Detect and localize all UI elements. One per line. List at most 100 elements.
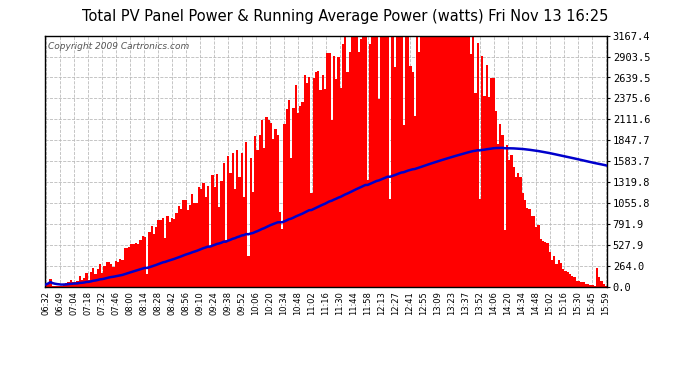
Bar <box>538 225 540 287</box>
Bar <box>95 274 97 287</box>
Bar <box>348 53 351 287</box>
Bar <box>362 36 364 287</box>
Bar <box>150 226 152 287</box>
Bar <box>86 273 88 287</box>
Bar <box>227 156 229 287</box>
Bar <box>92 267 95 287</box>
Bar <box>382 36 384 287</box>
Bar <box>555 264 558 287</box>
Bar <box>526 208 529 287</box>
Bar <box>513 167 515 287</box>
Bar <box>544 242 546 287</box>
Bar <box>427 36 429 287</box>
Bar <box>263 148 265 287</box>
Bar <box>148 232 150 287</box>
Bar <box>493 78 495 287</box>
Bar <box>119 259 121 287</box>
Bar <box>326 53 328 287</box>
Bar <box>540 240 542 287</box>
Bar <box>241 153 243 287</box>
Bar <box>135 243 137 287</box>
Bar <box>101 273 104 287</box>
Bar <box>571 276 573 287</box>
Bar <box>45 284 47 287</box>
Bar <box>377 99 380 287</box>
Bar <box>432 36 434 287</box>
Bar <box>488 98 490 287</box>
Bar <box>448 36 450 287</box>
Bar <box>162 218 164 287</box>
Bar <box>560 263 562 287</box>
Bar <box>457 36 459 287</box>
Bar <box>110 264 112 287</box>
Bar <box>47 282 50 287</box>
Bar <box>198 188 200 287</box>
Bar <box>297 113 299 287</box>
Bar <box>375 36 377 287</box>
Bar <box>191 194 193 287</box>
Bar <box>582 282 584 287</box>
Bar <box>333 56 335 287</box>
Bar <box>566 272 569 287</box>
Bar <box>74 282 77 287</box>
Bar <box>533 216 535 287</box>
Bar <box>575 281 578 287</box>
Bar <box>387 36 389 287</box>
Bar <box>115 261 117 287</box>
Bar <box>339 88 342 287</box>
Bar <box>65 283 68 287</box>
Bar <box>173 219 175 287</box>
Bar <box>277 135 279 287</box>
Bar <box>72 282 74 287</box>
Bar <box>63 284 65 287</box>
Bar <box>454 36 457 287</box>
Bar <box>398 36 400 287</box>
Bar <box>373 36 375 287</box>
Bar <box>504 230 506 287</box>
Bar <box>202 183 204 287</box>
Bar <box>168 222 171 287</box>
Bar <box>83 278 86 287</box>
Bar <box>445 36 448 287</box>
Bar <box>52 286 54 287</box>
Bar <box>477 43 479 287</box>
Bar <box>400 36 402 287</box>
Bar <box>337 57 339 287</box>
Bar <box>436 36 438 287</box>
Bar <box>121 260 124 287</box>
Bar <box>216 174 218 287</box>
Bar <box>580 282 582 287</box>
Bar <box>186 210 189 287</box>
Bar <box>247 256 250 287</box>
Bar <box>591 285 593 287</box>
Bar <box>299 106 302 287</box>
Bar <box>589 285 591 287</box>
Bar <box>182 200 184 287</box>
Bar <box>511 155 513 287</box>
Bar <box>79 276 81 287</box>
Bar <box>564 271 566 287</box>
Bar <box>461 36 463 287</box>
Bar <box>128 247 130 287</box>
Bar <box>518 173 520 287</box>
Bar <box>304 75 306 287</box>
Bar <box>220 181 223 287</box>
Bar <box>104 267 106 287</box>
Bar <box>546 243 549 287</box>
Bar <box>77 281 79 287</box>
Bar <box>322 75 324 287</box>
Bar <box>256 150 259 287</box>
Bar <box>319 90 322 287</box>
Bar <box>500 124 502 287</box>
Bar <box>290 158 293 287</box>
Bar <box>146 274 148 287</box>
Bar <box>520 177 522 287</box>
Bar <box>380 36 382 287</box>
Bar <box>405 36 407 287</box>
Bar <box>396 36 398 287</box>
Bar <box>211 175 214 287</box>
Bar <box>313 78 315 287</box>
Bar <box>157 220 159 287</box>
Bar <box>438 36 441 287</box>
Bar <box>254 136 256 287</box>
